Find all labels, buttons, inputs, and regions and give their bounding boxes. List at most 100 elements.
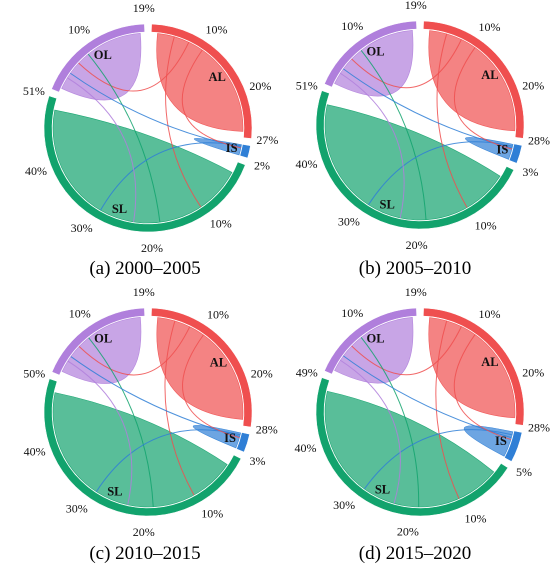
ribbon-self-sl xyxy=(52,392,228,508)
node-label-is: IS xyxy=(226,141,238,155)
tick-label: 51% xyxy=(296,78,318,92)
flow-al-is xyxy=(453,47,513,150)
tick-label: 10% xyxy=(341,19,363,33)
panel-caption-c: (c) 2010–2015 xyxy=(89,543,201,564)
tick-label: 20% xyxy=(133,525,155,539)
tick-label: 10% xyxy=(478,307,500,321)
tick-label: 27% xyxy=(256,133,278,147)
ribbon-self-sl xyxy=(324,104,501,221)
ribbon-self-al xyxy=(428,30,516,132)
ring-segment-is xyxy=(504,430,523,462)
flow-al-is xyxy=(453,334,512,440)
ribbon-self-sl xyxy=(324,390,495,508)
node-label-ol: OL xyxy=(367,331,385,345)
ring-segment-is xyxy=(508,143,523,164)
tick-label: 28% xyxy=(528,133,550,147)
flow-al-sl xyxy=(165,36,202,208)
ring-segment-ol xyxy=(324,20,417,88)
tick-label: 10% xyxy=(68,23,90,37)
flow-al-ol xyxy=(351,39,462,89)
flow-al-ol xyxy=(351,326,462,376)
ring-segment-sl xyxy=(43,95,246,233)
ring-segment-sl xyxy=(315,377,509,517)
node-label-is: IS xyxy=(495,434,507,448)
flow-al-ol xyxy=(78,42,190,92)
tick-label: 51% xyxy=(23,84,45,98)
tick-label: 20% xyxy=(249,79,271,93)
tick-label: 10% xyxy=(465,511,487,525)
tick-label: 30% xyxy=(71,221,93,235)
node-label-ol: OL xyxy=(94,332,112,346)
tick-label: 19% xyxy=(133,1,155,15)
node-label-al: AL xyxy=(210,356,227,370)
ring-segment-is xyxy=(239,144,251,159)
node-label-ol: OL xyxy=(367,44,385,58)
flow-ol-sl xyxy=(67,360,133,505)
flow-ol-sl xyxy=(340,72,405,219)
tick-label: 20% xyxy=(522,365,544,379)
tick-label: 10% xyxy=(341,306,363,320)
tick-label: 20% xyxy=(397,524,419,538)
tick-label: 28% xyxy=(256,422,278,436)
flow-sl-ol xyxy=(87,53,161,223)
flow-is-sl xyxy=(368,141,513,206)
tick-label: 28% xyxy=(528,420,550,434)
node-label-sl: SL xyxy=(112,202,127,216)
flow-sl-ol xyxy=(360,50,427,220)
tick-label: 40% xyxy=(295,441,317,455)
tick-label: 2% xyxy=(254,159,270,173)
tick-label: 20% xyxy=(522,78,544,92)
ring-segment-al xyxy=(423,20,525,139)
ring-segment-sl xyxy=(43,378,242,517)
tick-label: 10% xyxy=(475,218,497,232)
tick-label: 40% xyxy=(295,157,317,171)
node-label-is: IS xyxy=(497,142,509,156)
tick-label: 50% xyxy=(23,367,45,381)
tick-label: 10% xyxy=(69,306,91,320)
tick-label: 10% xyxy=(207,308,229,322)
flow-al-ol xyxy=(78,326,191,376)
tick-label: 5% xyxy=(516,465,532,479)
tick-label: 40% xyxy=(24,444,46,458)
tick-label: 30% xyxy=(338,215,360,229)
ring-segment-al xyxy=(151,307,253,428)
tick-label: 19% xyxy=(133,285,155,299)
ring-segment-al xyxy=(423,307,525,426)
flow-sl-ol xyxy=(360,337,420,507)
ring-segment-sl xyxy=(315,90,515,230)
tick-label: 19% xyxy=(405,285,427,299)
ribbon-self-is xyxy=(463,425,514,457)
flow-ol-sl xyxy=(67,77,137,222)
ring-segment-ol xyxy=(51,23,145,93)
ribbon-self-sl xyxy=(52,109,233,224)
tick-label: 19% xyxy=(405,0,427,12)
flow-is-sl xyxy=(100,142,242,211)
flow-ol-sl xyxy=(340,359,401,504)
flow-al-is xyxy=(181,49,242,149)
tick-label: 49% xyxy=(296,365,318,379)
tick-label: 20% xyxy=(141,241,163,255)
panel-caption-a: (a) 2000–2005 xyxy=(89,258,201,279)
node-label-ol: OL xyxy=(94,48,112,62)
panel-caption-b: (b) 2005–2010 xyxy=(358,258,472,279)
ribbon-self-al xyxy=(428,317,516,419)
tick-label: 10% xyxy=(201,506,223,520)
tick-label: 3% xyxy=(522,165,538,179)
node-label-al: AL xyxy=(481,68,498,82)
ring-segment-is xyxy=(236,432,250,453)
tick-label: 30% xyxy=(66,502,88,516)
tick-label: 30% xyxy=(333,498,355,512)
node-label-al: AL xyxy=(481,355,498,369)
node-label-is: IS xyxy=(224,431,236,445)
ribbon-self-al xyxy=(156,33,244,132)
node-label-al: AL xyxy=(209,70,226,84)
ring-segment-ol xyxy=(51,307,145,376)
tick-label: 20% xyxy=(406,238,428,252)
flow-al-is xyxy=(182,334,240,439)
ring-segment-al xyxy=(151,23,253,139)
tick-label: 10% xyxy=(210,216,232,230)
